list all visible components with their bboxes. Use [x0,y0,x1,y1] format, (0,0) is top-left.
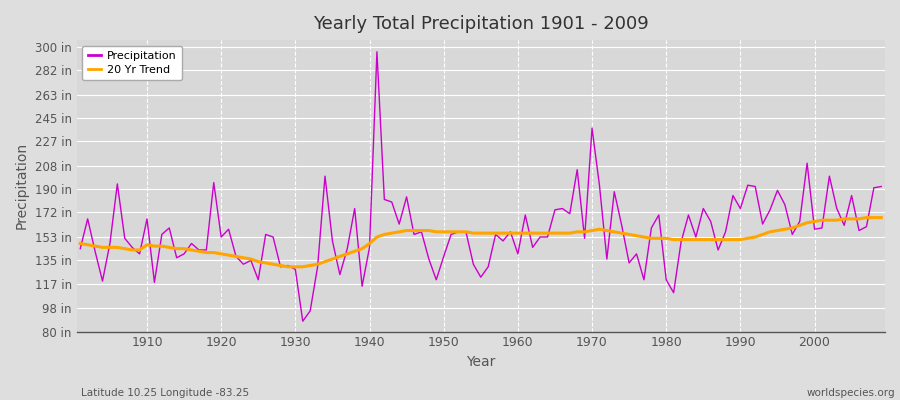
Text: worldspecies.org: worldspecies.org [807,388,896,398]
Text: Latitude 10.25 Longitude -83.25: Latitude 10.25 Longitude -83.25 [81,388,249,398]
Legend: Precipitation, 20 Yr Trend: Precipitation, 20 Yr Trend [82,46,182,80]
Title: Yearly Total Precipitation 1901 - 2009: Yearly Total Precipitation 1901 - 2009 [313,15,649,33]
X-axis label: Year: Year [466,355,496,369]
Y-axis label: Precipitation: Precipitation [15,142,29,230]
